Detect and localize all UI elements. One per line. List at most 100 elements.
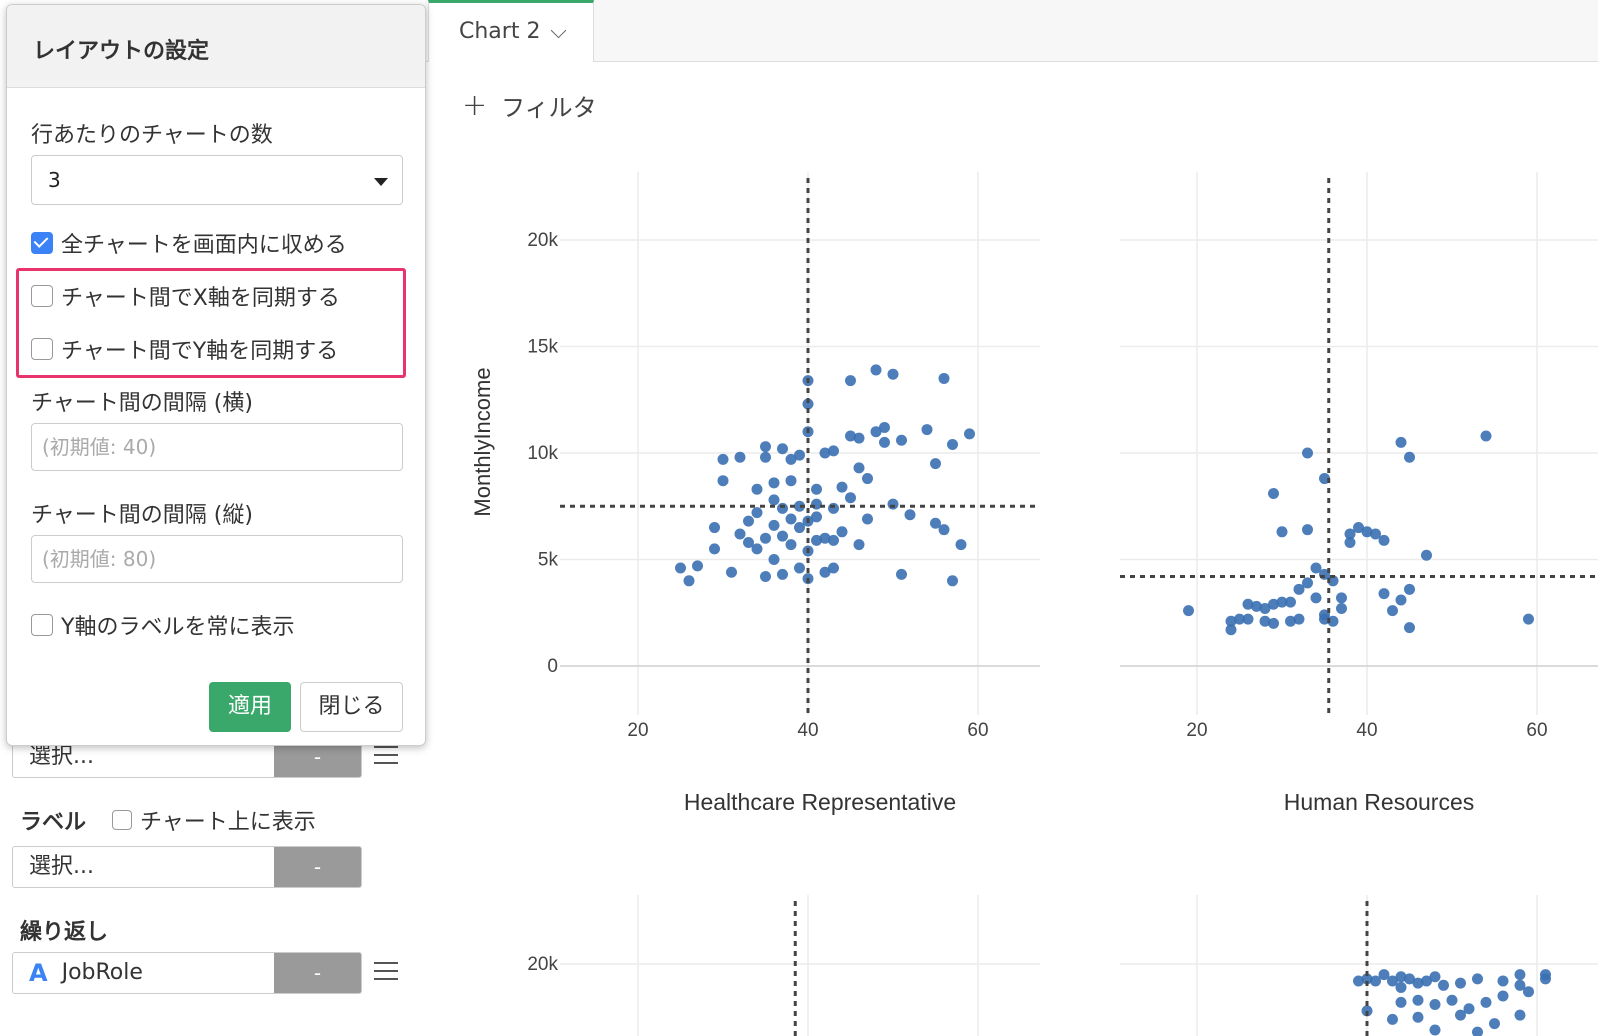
color-select-value: 選択... bbox=[29, 744, 94, 769]
data-point bbox=[1310, 592, 1322, 604]
label-remove-button[interactable]: - bbox=[274, 847, 361, 887]
repeat-select-value: JobRole bbox=[61, 960, 143, 985]
data-point bbox=[1336, 592, 1347, 604]
charts-per-row-value: 3 bbox=[48, 168, 61, 192]
data-point bbox=[1225, 624, 1237, 636]
v-spacing-input[interactable]: (初期値: 80) bbox=[31, 535, 403, 583]
data-point bbox=[930, 517, 941, 529]
data-point bbox=[862, 513, 873, 525]
data-point bbox=[1412, 1011, 1424, 1023]
data-point bbox=[836, 481, 848, 493]
data-point bbox=[828, 502, 839, 514]
show-on-chart-label: チャート上に表示 bbox=[140, 810, 316, 835]
data-point bbox=[768, 519, 780, 531]
data-point bbox=[879, 436, 890, 448]
data-point bbox=[751, 543, 763, 555]
data-point bbox=[1251, 600, 1262, 612]
data-point bbox=[1336, 602, 1347, 614]
charts-per-row-select[interactable]: 3 bbox=[31, 155, 403, 205]
data-point bbox=[1395, 436, 1407, 448]
data-point bbox=[819, 532, 831, 544]
data-point bbox=[845, 375, 856, 387]
data-point bbox=[1285, 615, 1296, 627]
data-point bbox=[828, 562, 839, 574]
data-point bbox=[1361, 1005, 1373, 1017]
data-point bbox=[1344, 528, 1356, 540]
data-point bbox=[930, 458, 941, 470]
chart-title: Human Resources bbox=[1284, 789, 1474, 815]
y-tick-label: 20k bbox=[527, 230, 558, 251]
y-tick-label: 15k bbox=[527, 337, 558, 358]
sync-x-option[interactable]: チャート間でX軸を同期する bbox=[31, 280, 340, 312]
sync-x-checkbox[interactable] bbox=[31, 285, 53, 307]
data-point bbox=[887, 368, 899, 380]
data-point bbox=[802, 398, 814, 410]
data-point bbox=[717, 475, 729, 487]
fit-all-option[interactable]: 全チャートを画面内に収める bbox=[31, 227, 347, 259]
data-point bbox=[819, 566, 831, 578]
data-point bbox=[794, 500, 805, 512]
data-point bbox=[811, 498, 822, 510]
data-point bbox=[777, 443, 788, 455]
data-point bbox=[777, 502, 788, 514]
label-select[interactable]: 選択... - bbox=[12, 846, 362, 888]
data-point bbox=[717, 453, 729, 465]
repeat-menu-icon[interactable] bbox=[374, 962, 398, 982]
fit-all-checkbox[interactable] bbox=[31, 232, 53, 254]
repeat-select[interactable]: A JobRole - bbox=[12, 952, 362, 994]
data-point bbox=[768, 477, 780, 489]
data-point bbox=[1387, 975, 1398, 987]
data-point bbox=[1523, 986, 1534, 998]
caret-down-icon bbox=[374, 178, 388, 186]
data-point bbox=[904, 509, 916, 521]
y-tick-label: 5k bbox=[538, 550, 559, 571]
data-point bbox=[853, 432, 865, 444]
sync-y-option[interactable]: チャート間でY軸を同期する bbox=[31, 333, 338, 365]
data-point bbox=[1412, 994, 1424, 1006]
x-tick-label: 20 bbox=[1186, 720, 1207, 741]
tab-chart-2[interactable]: Chart 2 bbox=[428, 0, 594, 62]
data-point bbox=[1514, 979, 1526, 991]
data-point bbox=[1480, 430, 1492, 442]
x-tick-label: 20 bbox=[627, 720, 648, 741]
repeat-remove-button[interactable]: - bbox=[274, 953, 361, 993]
data-point bbox=[760, 451, 771, 463]
data-point bbox=[734, 451, 746, 463]
always-y-checkbox[interactable] bbox=[31, 614, 53, 636]
apply-button[interactable]: 適用 bbox=[209, 682, 291, 732]
data-point bbox=[1361, 526, 1373, 538]
data-point bbox=[862, 473, 873, 485]
data-point bbox=[1404, 451, 1415, 463]
data-point bbox=[1268, 617, 1279, 629]
h-spacing-input[interactable]: (初期値: 40) bbox=[31, 423, 403, 471]
data-point bbox=[845, 430, 856, 442]
text-type-icon: A bbox=[29, 959, 48, 987]
sync-y-checkbox[interactable] bbox=[31, 338, 53, 360]
data-point bbox=[726, 566, 737, 578]
data-point bbox=[768, 494, 780, 506]
data-point bbox=[743, 536, 754, 548]
add-filter-button[interactable]: + フィルタ bbox=[462, 88, 597, 123]
v-spacing-label: チャート間の間隔 (縦) bbox=[31, 503, 253, 528]
data-point bbox=[1404, 973, 1415, 985]
close-button[interactable]: 閉じる bbox=[300, 682, 403, 732]
h-spacing-label: チャート間の間隔 (横) bbox=[31, 391, 253, 416]
data-point bbox=[1370, 528, 1381, 540]
always-y-option[interactable]: Y軸のラベルを常に表示 bbox=[31, 609, 294, 641]
y-tick-label: 10k bbox=[527, 443, 558, 464]
data-point bbox=[1293, 583, 1305, 595]
data-point bbox=[1225, 615, 1237, 627]
data-point bbox=[785, 539, 797, 551]
x-tick-label: 60 bbox=[1526, 720, 1547, 741]
show-on-chart-checkbox[interactable] bbox=[112, 810, 132, 830]
data-point bbox=[1276, 596, 1288, 608]
data-point bbox=[853, 539, 865, 551]
plus-icon: + bbox=[462, 88, 488, 123]
data-point bbox=[1463, 1003, 1475, 1015]
color-menu-icon[interactable] bbox=[374, 746, 398, 766]
show-on-chart-option[interactable]: チャート上に表示 bbox=[112, 804, 316, 836]
data-point bbox=[1344, 536, 1356, 548]
data-point bbox=[879, 421, 890, 433]
data-point bbox=[751, 483, 763, 495]
